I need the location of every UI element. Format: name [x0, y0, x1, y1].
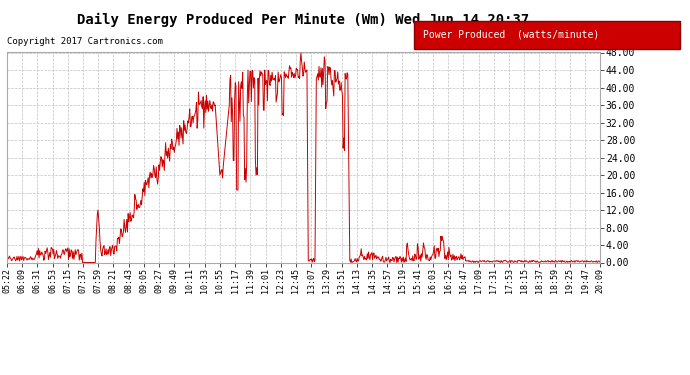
- Text: Power Produced  (watts/minute): Power Produced (watts/minute): [423, 30, 599, 40]
- Text: Daily Energy Produced Per Minute (Wm) Wed Jun 14 20:37: Daily Energy Produced Per Minute (Wm) We…: [77, 13, 530, 27]
- Text: Copyright 2017 Cartronics.com: Copyright 2017 Cartronics.com: [7, 38, 163, 46]
